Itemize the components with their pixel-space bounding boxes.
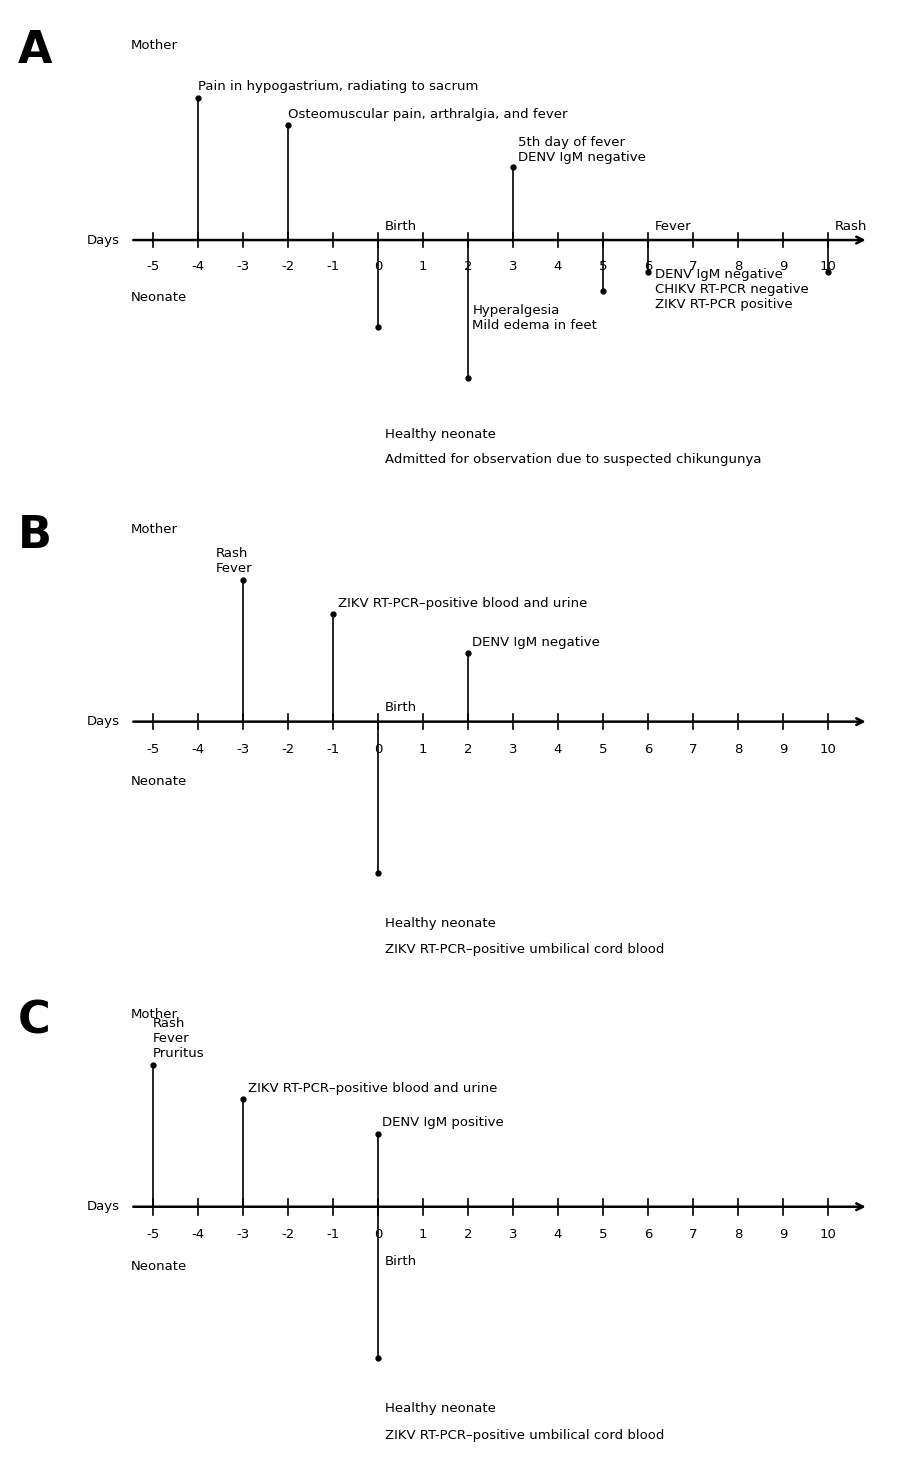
Text: 7: 7 xyxy=(688,260,698,273)
Text: Birth: Birth xyxy=(385,701,417,714)
Text: -1: -1 xyxy=(327,742,339,756)
Text: Pain in hypogastrium, radiating to sacrum: Pain in hypogastrium, radiating to sacru… xyxy=(198,81,479,93)
Text: 6: 6 xyxy=(644,260,652,273)
Text: 2: 2 xyxy=(464,742,472,756)
Text: Rash: Rash xyxy=(835,220,867,234)
Text: B: B xyxy=(18,514,52,557)
Text: Days: Days xyxy=(86,714,119,728)
Text: Healthy neonate: Healthy neonate xyxy=(385,917,496,929)
Text: 3: 3 xyxy=(508,1227,518,1241)
Text: 4: 4 xyxy=(554,742,562,756)
Text: Neonate: Neonate xyxy=(130,775,187,788)
Text: 5: 5 xyxy=(598,260,608,273)
Text: 1: 1 xyxy=(418,742,427,756)
Text: DENV IgM positive: DENV IgM positive xyxy=(382,1116,504,1129)
Text: -5: -5 xyxy=(147,742,159,756)
Text: Birth: Birth xyxy=(385,1255,417,1269)
Text: 0: 0 xyxy=(374,742,382,756)
Text: -4: -4 xyxy=(192,1227,204,1241)
Text: 6: 6 xyxy=(644,1227,652,1241)
Text: Rash
Fever: Rash Fever xyxy=(216,547,253,575)
Text: ZIKV RT-PCR–positive blood and urine: ZIKV RT-PCR–positive blood and urine xyxy=(338,597,587,610)
Text: -5: -5 xyxy=(147,260,159,273)
Text: -1: -1 xyxy=(327,260,339,273)
Text: Neonate: Neonate xyxy=(130,1260,187,1273)
Text: Days: Days xyxy=(86,234,119,247)
Text: Mother: Mother xyxy=(130,1008,177,1022)
Text: Admitted for observation due to suspected chikungunya: Admitted for observation due to suspecte… xyxy=(385,453,761,466)
Text: 0: 0 xyxy=(374,1227,382,1241)
Text: 6: 6 xyxy=(644,742,652,756)
Text: Healthy neonate: Healthy neonate xyxy=(385,428,496,441)
Text: 5: 5 xyxy=(598,742,608,756)
Text: -1: -1 xyxy=(327,1227,339,1241)
Text: Osteomuscular pain, arthralgia, and fever: Osteomuscular pain, arthralgia, and feve… xyxy=(288,107,568,121)
Text: C: C xyxy=(18,1000,50,1042)
Text: Mother: Mother xyxy=(130,38,177,51)
Text: DENV IgM negative
CHIKV RT-PCR negative
ZIKV RT-PCR positive: DENV IgM negative CHIKV RT-PCR negative … xyxy=(655,268,808,310)
Text: 1: 1 xyxy=(418,1227,427,1241)
Text: 2: 2 xyxy=(464,260,472,273)
Text: ZIKV RT-PCR–positive blood and urine: ZIKV RT-PCR–positive blood and urine xyxy=(248,1082,497,1095)
Text: 9: 9 xyxy=(778,1227,788,1241)
Text: Neonate: Neonate xyxy=(130,291,187,303)
Text: -2: -2 xyxy=(282,742,294,756)
Text: Birth: Birth xyxy=(385,220,417,234)
Text: -5: -5 xyxy=(147,1227,159,1241)
Text: -4: -4 xyxy=(192,742,204,756)
Text: 8: 8 xyxy=(734,742,742,756)
Text: 8: 8 xyxy=(734,260,742,273)
Text: Hyperalgesia
Mild edema in feet: Hyperalgesia Mild edema in feet xyxy=(472,304,598,332)
Text: 2: 2 xyxy=(464,1227,472,1241)
Text: Mother: Mother xyxy=(130,523,177,537)
Text: -4: -4 xyxy=(192,260,204,273)
Text: 3: 3 xyxy=(508,260,518,273)
Text: Fever: Fever xyxy=(655,220,691,234)
Text: 5: 5 xyxy=(598,1227,608,1241)
Text: ZIKV RT-PCR–positive umbilical cord blood: ZIKV RT-PCR–positive umbilical cord bloo… xyxy=(385,944,664,957)
Text: -2: -2 xyxy=(282,260,294,273)
Text: Healthy neonate: Healthy neonate xyxy=(385,1402,496,1414)
Text: 4: 4 xyxy=(554,260,562,273)
Text: 0: 0 xyxy=(374,260,382,273)
Text: 10: 10 xyxy=(820,260,836,273)
Text: 10: 10 xyxy=(820,1227,836,1241)
Text: -2: -2 xyxy=(282,1227,294,1241)
Text: 4: 4 xyxy=(554,1227,562,1241)
Text: 7: 7 xyxy=(688,742,698,756)
Text: 9: 9 xyxy=(778,260,788,273)
Text: DENV IgM negative: DENV IgM negative xyxy=(472,635,600,648)
Text: Days: Days xyxy=(86,1200,119,1213)
Text: 8: 8 xyxy=(734,1227,742,1241)
Text: Rash
Fever
Pruritus: Rash Fever Pruritus xyxy=(153,1017,204,1060)
Text: -3: -3 xyxy=(237,260,249,273)
Text: -3: -3 xyxy=(237,742,249,756)
Text: 1: 1 xyxy=(418,260,427,273)
Text: ZIKV RT-PCR–positive umbilical cord blood: ZIKV RT-PCR–positive umbilical cord bloo… xyxy=(385,1429,664,1442)
Text: 3: 3 xyxy=(508,742,518,756)
Text: 10: 10 xyxy=(820,742,836,756)
Text: 7: 7 xyxy=(688,1227,698,1241)
Text: A: A xyxy=(18,29,52,72)
Text: 9: 9 xyxy=(778,742,788,756)
Text: -3: -3 xyxy=(237,1227,249,1241)
Text: 5th day of fever
DENV IgM negative: 5th day of fever DENV IgM negative xyxy=(518,137,645,165)
